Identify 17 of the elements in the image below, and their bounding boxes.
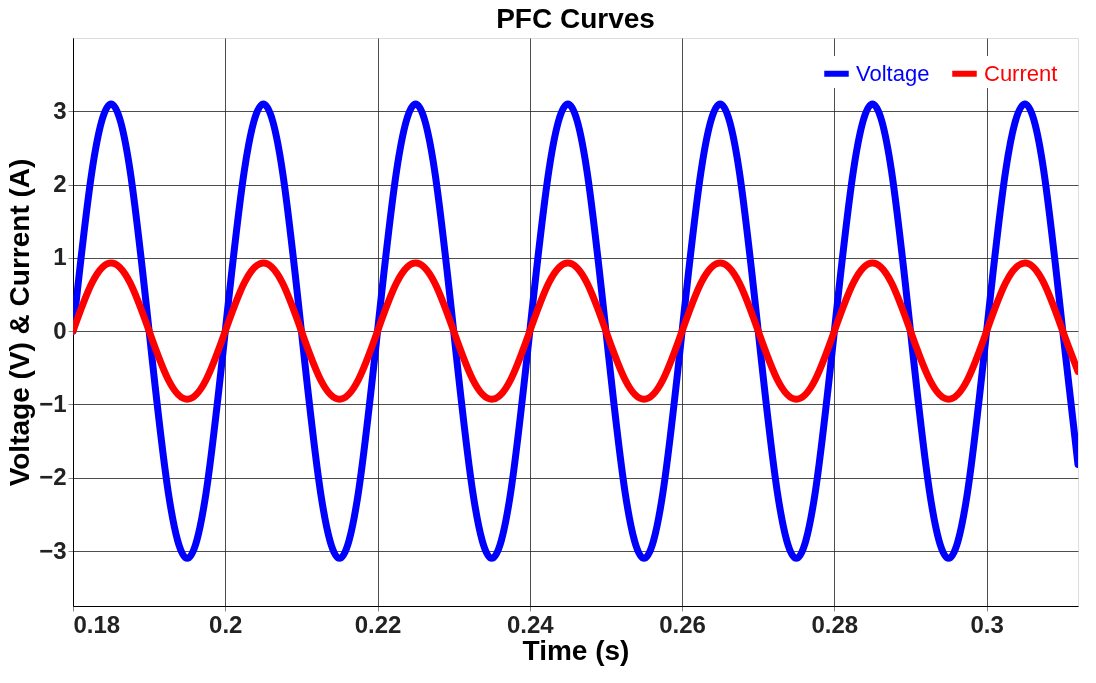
- x-tick-label: 0.2: [209, 610, 243, 638]
- x-tick-label: 0.3: [970, 610, 1004, 638]
- x-tick-label: 0.22: [354, 610, 402, 638]
- y-tick-label: −3: [39, 536, 67, 564]
- y-tick-label: 0: [53, 316, 67, 344]
- x-tick-label: 0.26: [659, 610, 706, 638]
- y-tick-label: −2: [39, 463, 67, 491]
- y-tick-label: 1: [53, 243, 67, 271]
- x-tick-label: 0.28: [811, 610, 859, 638]
- y-tick-label: 3: [53, 96, 67, 124]
- legend-label: Voltage: [856, 60, 930, 86]
- y-tick-label: 2: [53, 170, 67, 198]
- x-tick-label: 0.18: [73, 610, 121, 638]
- legend-label: Current: [984, 60, 1058, 86]
- y-tick-label: −1: [39, 389, 67, 417]
- chart-title: PFC Curves: [496, 3, 655, 34]
- y-axis-title: Voltage (V) & Current (A): [4, 158, 36, 487]
